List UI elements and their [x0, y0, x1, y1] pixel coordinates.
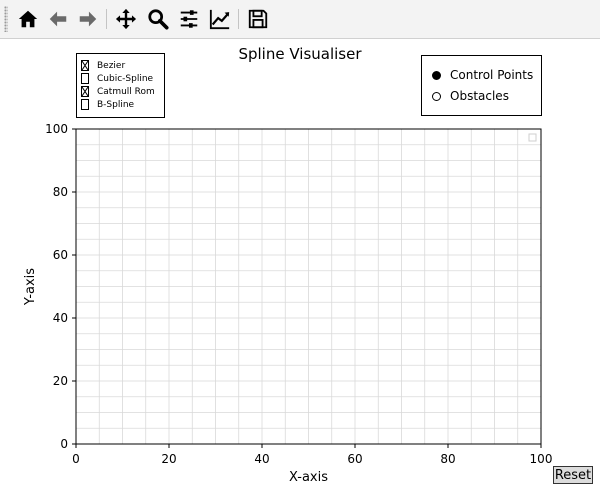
- pan-icon[interactable]: [114, 7, 138, 31]
- radio-control-points[interactable]: Control Points: [432, 68, 533, 82]
- toolbar-separator: [106, 9, 107, 29]
- checkbox-b-spline[interactable]: B-Spline: [81, 98, 134, 111]
- y-tick-label: 60: [53, 248, 68, 262]
- checkbox-catmull-rom[interactable]: Catmull Rom: [81, 85, 155, 98]
- checkbox-box[interactable]: [81, 73, 89, 84]
- radio-label: Control Points: [450, 68, 534, 82]
- radio-dot[interactable]: [432, 70, 441, 80]
- x-tick-label: 0: [72, 452, 80, 466]
- toolbar-grip[interactable]: [4, 6, 8, 32]
- radio-dot[interactable]: [432, 91, 441, 101]
- checkbox-cubic-spline[interactable]: Cubic-Spline: [81, 72, 153, 85]
- checkbox-label: Cubic-Spline: [97, 73, 154, 84]
- save-icon[interactable]: [246, 7, 270, 31]
- checkbox-box[interactable]: [81, 99, 89, 110]
- x-tick-label: 20: [161, 452, 176, 466]
- checkbox-label: Bezier: [97, 60, 126, 71]
- checkbox-bezier[interactable]: Bezier: [81, 59, 125, 72]
- x-axis-label: X-axis: [289, 470, 328, 485]
- checkbox-box[interactable]: [81, 60, 89, 71]
- back-arrow-icon[interactable]: [46, 7, 70, 31]
- empty-legend-box: [528, 133, 537, 142]
- radio-obstacles[interactable]: Obstacles: [432, 89, 509, 103]
- reset-button[interactable]: Reset: [553, 466, 593, 484]
- toolbar: [0, 0, 600, 39]
- figure-title: Spline Visualiser: [238, 45, 362, 63]
- axis-ticks: 0 20 40 60 80 100 0 20 40 60 80 100: [45, 122, 552, 466]
- edit-axis-icon[interactable]: [208, 7, 232, 31]
- home-icon[interactable]: [16, 7, 40, 31]
- y-tick-label: 40: [53, 311, 68, 325]
- zoom-icon[interactable]: [146, 7, 170, 31]
- y-tick-label: 80: [53, 185, 68, 199]
- radio-label: Obstacles: [450, 89, 509, 103]
- x-tick-label: 40: [254, 452, 269, 466]
- forward-arrow-icon[interactable]: [76, 7, 100, 31]
- y-tick-label: 0: [60, 437, 68, 451]
- x-tick-label: 80: [440, 452, 455, 466]
- point-mode-radio-group: Control Points Obstacles: [421, 55, 542, 116]
- y-axis-label: Y-axis: [23, 268, 38, 306]
- checkbox-label: B-Spline: [97, 99, 135, 110]
- spline-type-checkboxes: Bezier Cubic-Spline Catmull Rom B-Spline: [76, 53, 165, 118]
- y-tick-label: 20: [53, 374, 68, 388]
- subplots-sliders-icon[interactable]: [177, 7, 201, 31]
- checkbox-box[interactable]: [81, 86, 89, 97]
- y-tick-label: 100: [45, 122, 68, 136]
- checkbox-label: Catmull Rom: [97, 86, 155, 97]
- x-tick-label: 100: [530, 452, 553, 466]
- grid-lines: [76, 129, 541, 444]
- axes-frame[interactable]: [75, 128, 542, 445]
- x-tick-label: 60: [347, 452, 362, 466]
- toolbar-separator: [238, 9, 239, 29]
